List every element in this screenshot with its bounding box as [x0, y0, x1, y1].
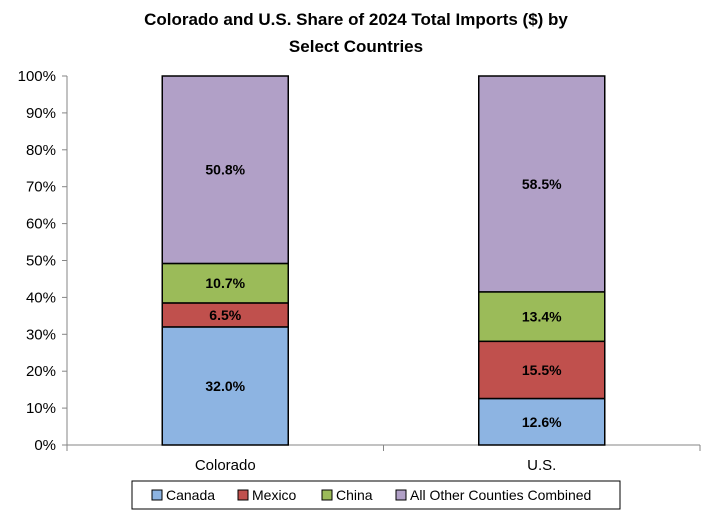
y-tick-label: 40%	[26, 289, 56, 306]
bar-segment-all-other-counties-combined	[478, 75, 606, 293]
y-tick-label: 70%	[26, 179, 56, 196]
bar-segment-china	[478, 291, 606, 343]
data-labels: 32.0% 6.5% 10.7% 50.8% 12.6% 15.5% 13.4% 58.5%	[205, 162, 562, 430]
y-tick-label: 50%	[26, 253, 56, 270]
bars	[161, 75, 606, 446]
data-label: 10.7%	[205, 275, 245, 291]
legend-swatch	[151, 489, 163, 501]
data-label: 15.5%	[522, 362, 562, 378]
bar-segment-canada	[161, 326, 289, 446]
data-label: 32.0%	[205, 378, 245, 394]
chart-title-line-2: Select Countries	[289, 37, 423, 56]
bar-segment-all-other-counties-combined	[161, 75, 289, 265]
data-label: 12.6%	[522, 414, 562, 430]
legend: Canada Mexico China All Other Counties Comb…	[131, 480, 621, 510]
y-tick-label: 0%	[34, 437, 56, 454]
y-tick-label: 20%	[26, 363, 56, 380]
x-tick-label: U.S.	[527, 457, 556, 474]
chart-title: Colorado and U.S. Share of 2024 Total Im…	[144, 10, 568, 56]
y-tick-label: 80%	[26, 142, 56, 159]
y-tick-label: 10%	[26, 400, 56, 417]
x-tick-label: Colorado	[195, 457, 256, 474]
bar-segment-china	[161, 262, 289, 304]
chart-title-line-1: Colorado and U.S. Share of 2024 Total Im…	[144, 10, 568, 29]
legend-swatch	[237, 489, 249, 501]
bar-segment-mexico	[478, 340, 606, 400]
legend-box	[131, 480, 621, 510]
legend-swatch	[395, 489, 407, 501]
legend-label: China	[336, 487, 373, 503]
legend-label: All Other Counties Combined	[410, 487, 591, 503]
data-label: 50.8%	[205, 162, 245, 178]
y-tick-label: 100%	[18, 68, 56, 85]
data-label: 6.5%	[209, 307, 241, 323]
y-tick-label: 30%	[26, 326, 56, 343]
data-label: 58.5%	[522, 176, 562, 192]
legend-label: Canada	[166, 487, 215, 503]
y-tick-label: 60%	[26, 216, 56, 233]
y-tick-label: 90%	[26, 105, 56, 122]
legend-label: Mexico	[252, 487, 297, 503]
axes: 0% 10% 20% 30% 40% 50% 60% 70% 80% 90% 100% Colorad…	[18, 68, 701, 474]
legend-swatch	[321, 489, 333, 501]
data-label: 13.4%	[522, 309, 562, 325]
